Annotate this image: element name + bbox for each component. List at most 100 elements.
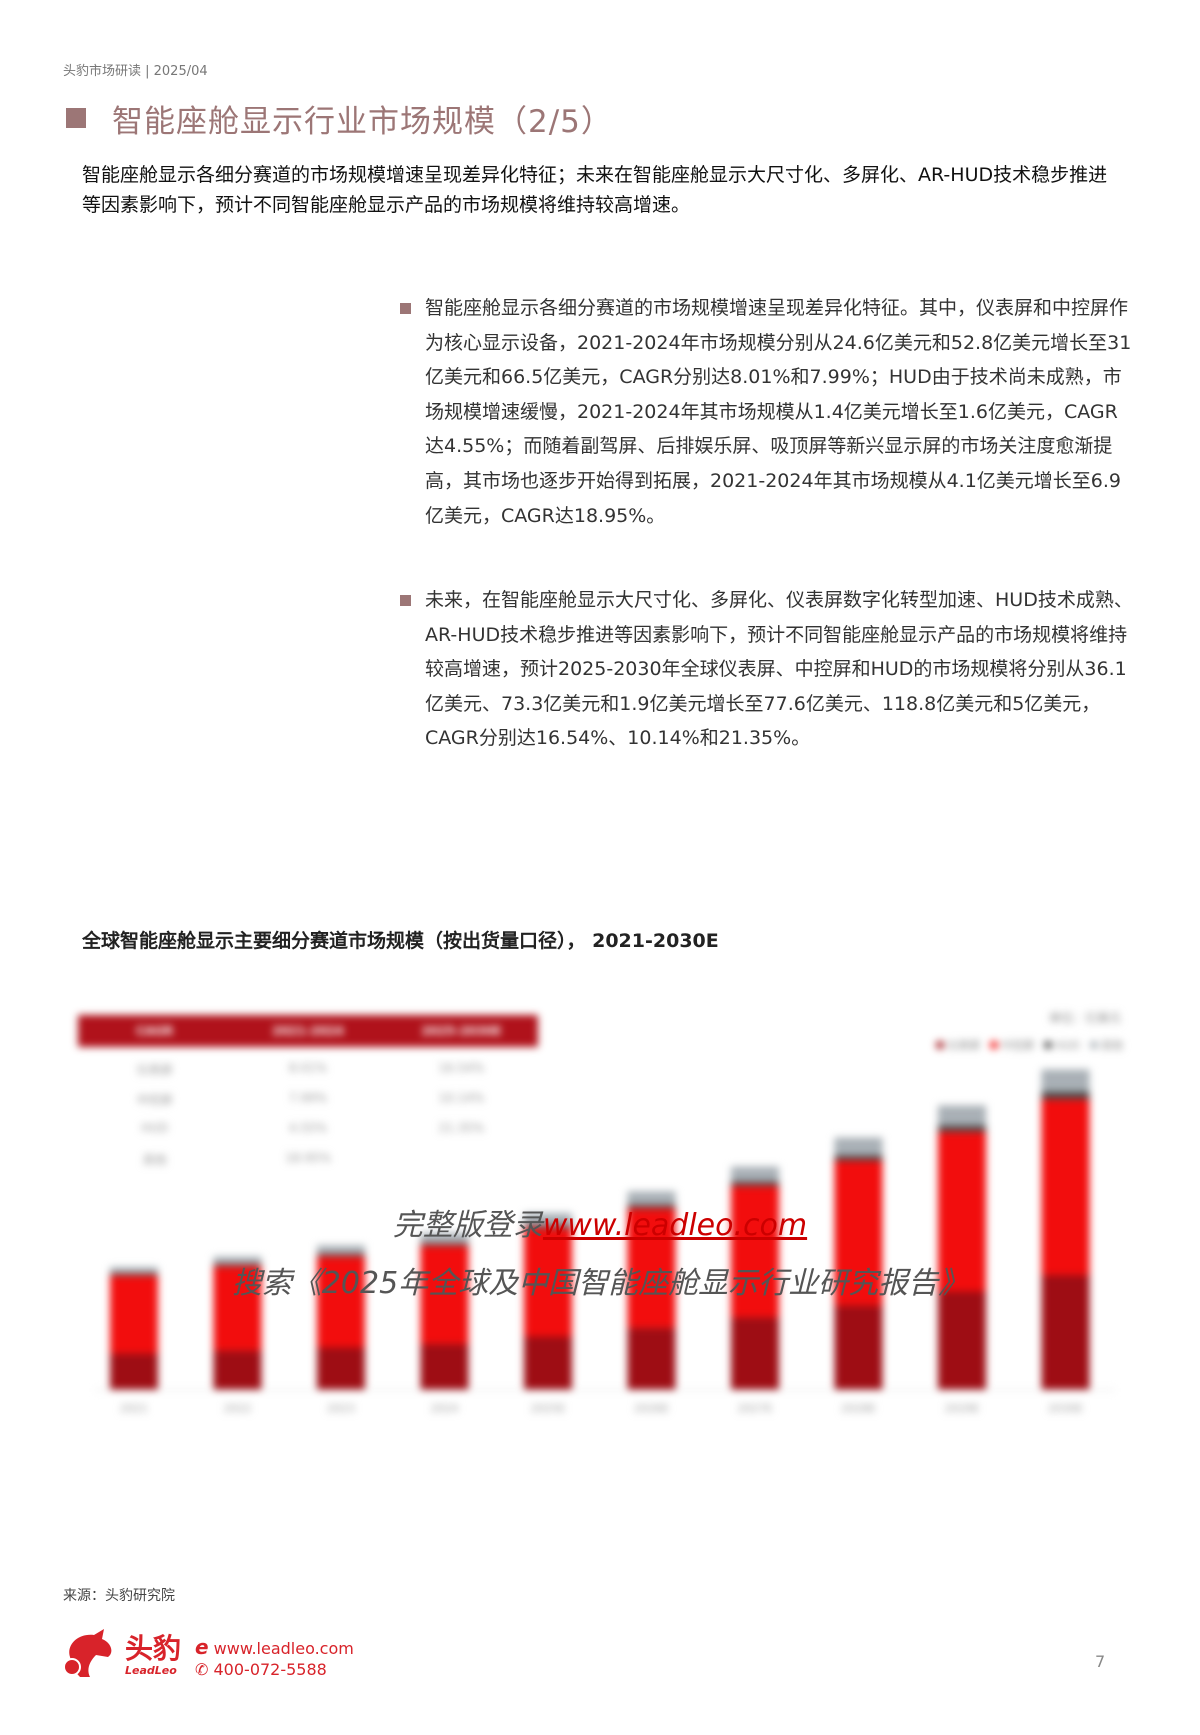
cagr-cell: 仪表屏 (136, 1063, 173, 1077)
x-tick-label: 2026E (634, 1402, 669, 1415)
page-number: 7 (1095, 1652, 1106, 1671)
cagr-cell: 4.55% (288, 1121, 328, 1135)
bullet-square-icon (400, 595, 411, 606)
legend-swatch (1044, 1041, 1053, 1049)
bullet-text: 未来，在智能座舱显示大尺寸化、多屏化、仪表屏数字化转型加速、HUD技术成熟、AR… (425, 589, 1133, 750)
watermark-link[interactable]: www.leadleo.com (542, 1208, 808, 1243)
bar-segment-中控屏 (627, 1208, 676, 1328)
cagr-cell: 8.01% (288, 1061, 328, 1075)
website-text: www.leadleo.com (213, 1639, 354, 1658)
bar-segment-HUD (1041, 1091, 1090, 1100)
report-header: 头豹市场研读 | 2025/04 (63, 64, 208, 79)
bar-segment-中控屏 (213, 1266, 262, 1351)
bar-segment-仪表屏 (834, 1305, 883, 1390)
legend-item: 中控屏 (990, 1037, 1034, 1053)
bar-segment-HUD (420, 1243, 469, 1246)
legend-swatch (1090, 1041, 1098, 1049)
bar-segment-HUD (731, 1181, 779, 1186)
x-tick-label: 2022 (224, 1402, 252, 1415)
website-link[interactable]: e www.leadleo.com (195, 1635, 354, 1659)
logo-text-en: LeadLeo (125, 1664, 177, 1677)
bar-segment-HUD (524, 1225, 572, 1228)
bullet-point: 智能座舱显示各细分赛道的市场规模增速呈现差异化特征。其中，仪表屏和中控屏作为核心… (400, 291, 1135, 533)
bar-segment-其他 (834, 1137, 883, 1156)
x-tick-label: 2025E (531, 1402, 566, 1415)
legend-label: HUD (1055, 1038, 1080, 1052)
bar-segment-仪表屏 (420, 1344, 469, 1390)
unit-label: 单位：亿美元 (1048, 1011, 1121, 1025)
legend-label: 中控屏 (1001, 1039, 1035, 1052)
phone-icon: ✆ (195, 1660, 209, 1679)
intro-paragraph: 智能座舱显示各细分赛道的市场规模增速呈现差异化特征；未来在智能座舱显示大尺寸化、… (82, 164, 1108, 216)
x-tick-label: 2030E (1048, 1402, 1083, 1415)
bar-segment-HUD (213, 1263, 262, 1267)
bar-segment-中控屏 (524, 1227, 572, 1337)
phone-number: ✆ 400-072-5588 (195, 1660, 327, 1679)
bar-segment-仪表屏 (524, 1336, 572, 1390)
bar-segment-HUD (627, 1204, 676, 1209)
cagr-cell: 18.95% (285, 1151, 331, 1165)
chart-legend: 仪表屏 中控屏 HUD 其他 (936, 1037, 1123, 1053)
page-title: 智能座舱显示行业市场规模（2/5） (112, 104, 613, 140)
bar-segment-仪表屏 (213, 1350, 262, 1390)
bar-segment-中控屏 (731, 1185, 779, 1318)
bar-segment-仪表屏 (110, 1353, 158, 1390)
cagr-table-row: 中控屏 7.99% 10.14% (78, 1091, 538, 1108)
legend-item: 其他 (1090, 1037, 1123, 1053)
watermark-prefix: 完整版登录 (392, 1208, 543, 1243)
bar-segment-中控屏 (1041, 1099, 1090, 1276)
watermark-line-2: 搜索《2025年全球及中国智能座舱显示行业研究报告》 (231, 1266, 969, 1301)
legend-item: HUD (1044, 1037, 1080, 1053)
bar-segment-HUD (834, 1155, 883, 1161)
cagr-header-cell: CAGR (136, 1024, 174, 1038)
cagr-cell: 10.14% (438, 1091, 485, 1105)
cagr-table-header: CAGR 2021-2024 2025-2030E (78, 1015, 538, 1047)
bar-segment-HUD (317, 1254, 365, 1257)
cagr-header-cell: 2021-2024 (272, 1024, 344, 1038)
bar-segment-其他 (1041, 1069, 1090, 1092)
legend-label: 仪表屏 (947, 1039, 981, 1052)
bar-segment-仪表屏 (731, 1317, 779, 1390)
web-icon: e (195, 1635, 209, 1659)
cagr-table-row: 仪表屏 8.01% 16.54% (78, 1061, 538, 1078)
watermark-line-1: 完整版登录www.leadleo.com (65, 1200, 1135, 1244)
cagr-cell: 7.99% (288, 1091, 328, 1105)
cagr-table-row: HUD 4.55% 21.35% (78, 1121, 538, 1135)
bar-segment-仪表屏 (317, 1347, 365, 1390)
cagr-cell: HUD (141, 1121, 169, 1135)
bar-segment-中控屏 (420, 1245, 469, 1345)
cagr-header-cell: 2025-2030E (421, 1024, 502, 1038)
bar-segment-其他 (317, 1245, 365, 1254)
legend-swatch (990, 1041, 999, 1049)
legend-item: 仪表屏 (936, 1037, 980, 1053)
bar-segment-中控屏 (110, 1275, 158, 1354)
bullet-square-icon (400, 303, 411, 314)
bar-segment-其他 (213, 1256, 262, 1264)
market-size-chart: CAGR 2021-2024 2025-2030E 仪表屏 8.01% 16.54%… (65, 1005, 1135, 1435)
bar-segment-其他 (420, 1232, 469, 1244)
bar-segment-仪表屏 (1041, 1275, 1090, 1390)
bar-segment-中控屏 (317, 1256, 365, 1348)
bar-plot: 2021 2022 2023 2024 2025E 2026E 2027E 2028E 2029… (95, 1069, 1115, 1415)
x-tick-label: 2024 (431, 1402, 459, 1415)
bar-segment-HUD (110, 1273, 158, 1276)
cagr-cell: 其他 (142, 1153, 167, 1167)
cagr-cell: 16.54% (438, 1061, 485, 1075)
phone-text: 400-072-5588 (213, 1660, 327, 1679)
bullet-text: 智能座舱显示各细分赛道的市场规模增速呈现差异化特征。其中，仪表屏和中控屏作为核心… (425, 297, 1132, 527)
cagr-table-row: 其他 18.95% (78, 1151, 538, 1168)
title-square-icon (66, 108, 86, 128)
legend-label: 其他 (1101, 1039, 1123, 1052)
cagr-cell: 21.35% (438, 1121, 485, 1135)
chart-blurred-content: CAGR 2021-2024 2025-2030E 仪表屏 8.01% 16.54%… (65, 1005, 1135, 1435)
chart-title: 全球智能座舱显示主要细分赛道市场规模（按出货量口径）， 2021-2030E (82, 930, 719, 952)
bar-segment-仪表屏 (938, 1291, 986, 1390)
x-tick-label: 2027E (738, 1402, 773, 1415)
bar-segment-其他 (524, 1213, 572, 1226)
x-tick-label: 2028E (841, 1402, 876, 1415)
bar-segment-中控屏 (938, 1131, 986, 1292)
bullet-point: 未来，在智能座舱显示大尺寸化、多屏化、仪表屏数字化转型加速、HUD技术成熟、AR… (400, 583, 1135, 756)
bar-segment-其他 (627, 1191, 676, 1205)
bar-segment-其他 (110, 1267, 158, 1274)
bar-segment-仪表屏 (627, 1327, 676, 1390)
